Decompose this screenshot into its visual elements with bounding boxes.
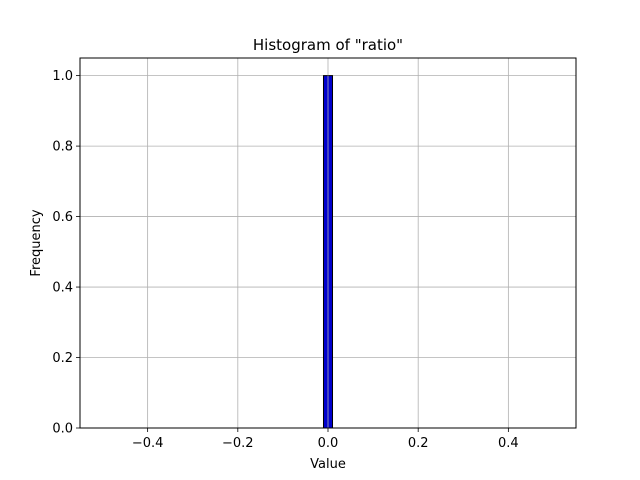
x-tick-label: 0.0 — [318, 436, 339, 451]
y-axis-ticks: 0.0 0.2 0.4 0.6 0.8 1.0 — [52, 69, 80, 437]
y-axis-label: Frequency — [29, 209, 44, 276]
x-tick-label: −0.4 — [132, 436, 164, 451]
x-axis-label: Value — [310, 457, 346, 472]
y-tick-label: 0.2 — [52, 351, 73, 366]
y-tick-label: 1.0 — [52, 69, 73, 84]
y-tick-label: 0.6 — [52, 210, 73, 225]
x-axis-ticks: −0.4 −0.2 0.0 0.2 0.4 — [132, 428, 519, 451]
y-tick-label: 0.0 — [52, 422, 73, 437]
x-tick-label: −0.2 — [222, 436, 254, 451]
y-tick-label: 0.4 — [52, 281, 73, 296]
bars — [102, 75, 554, 429]
x-tick-label: 0.2 — [408, 436, 429, 451]
x-tick-label: 0.4 — [498, 436, 519, 451]
y-tick-label: 0.8 — [52, 140, 73, 155]
chart-title: Histogram of "ratio" — [253, 36, 403, 54]
